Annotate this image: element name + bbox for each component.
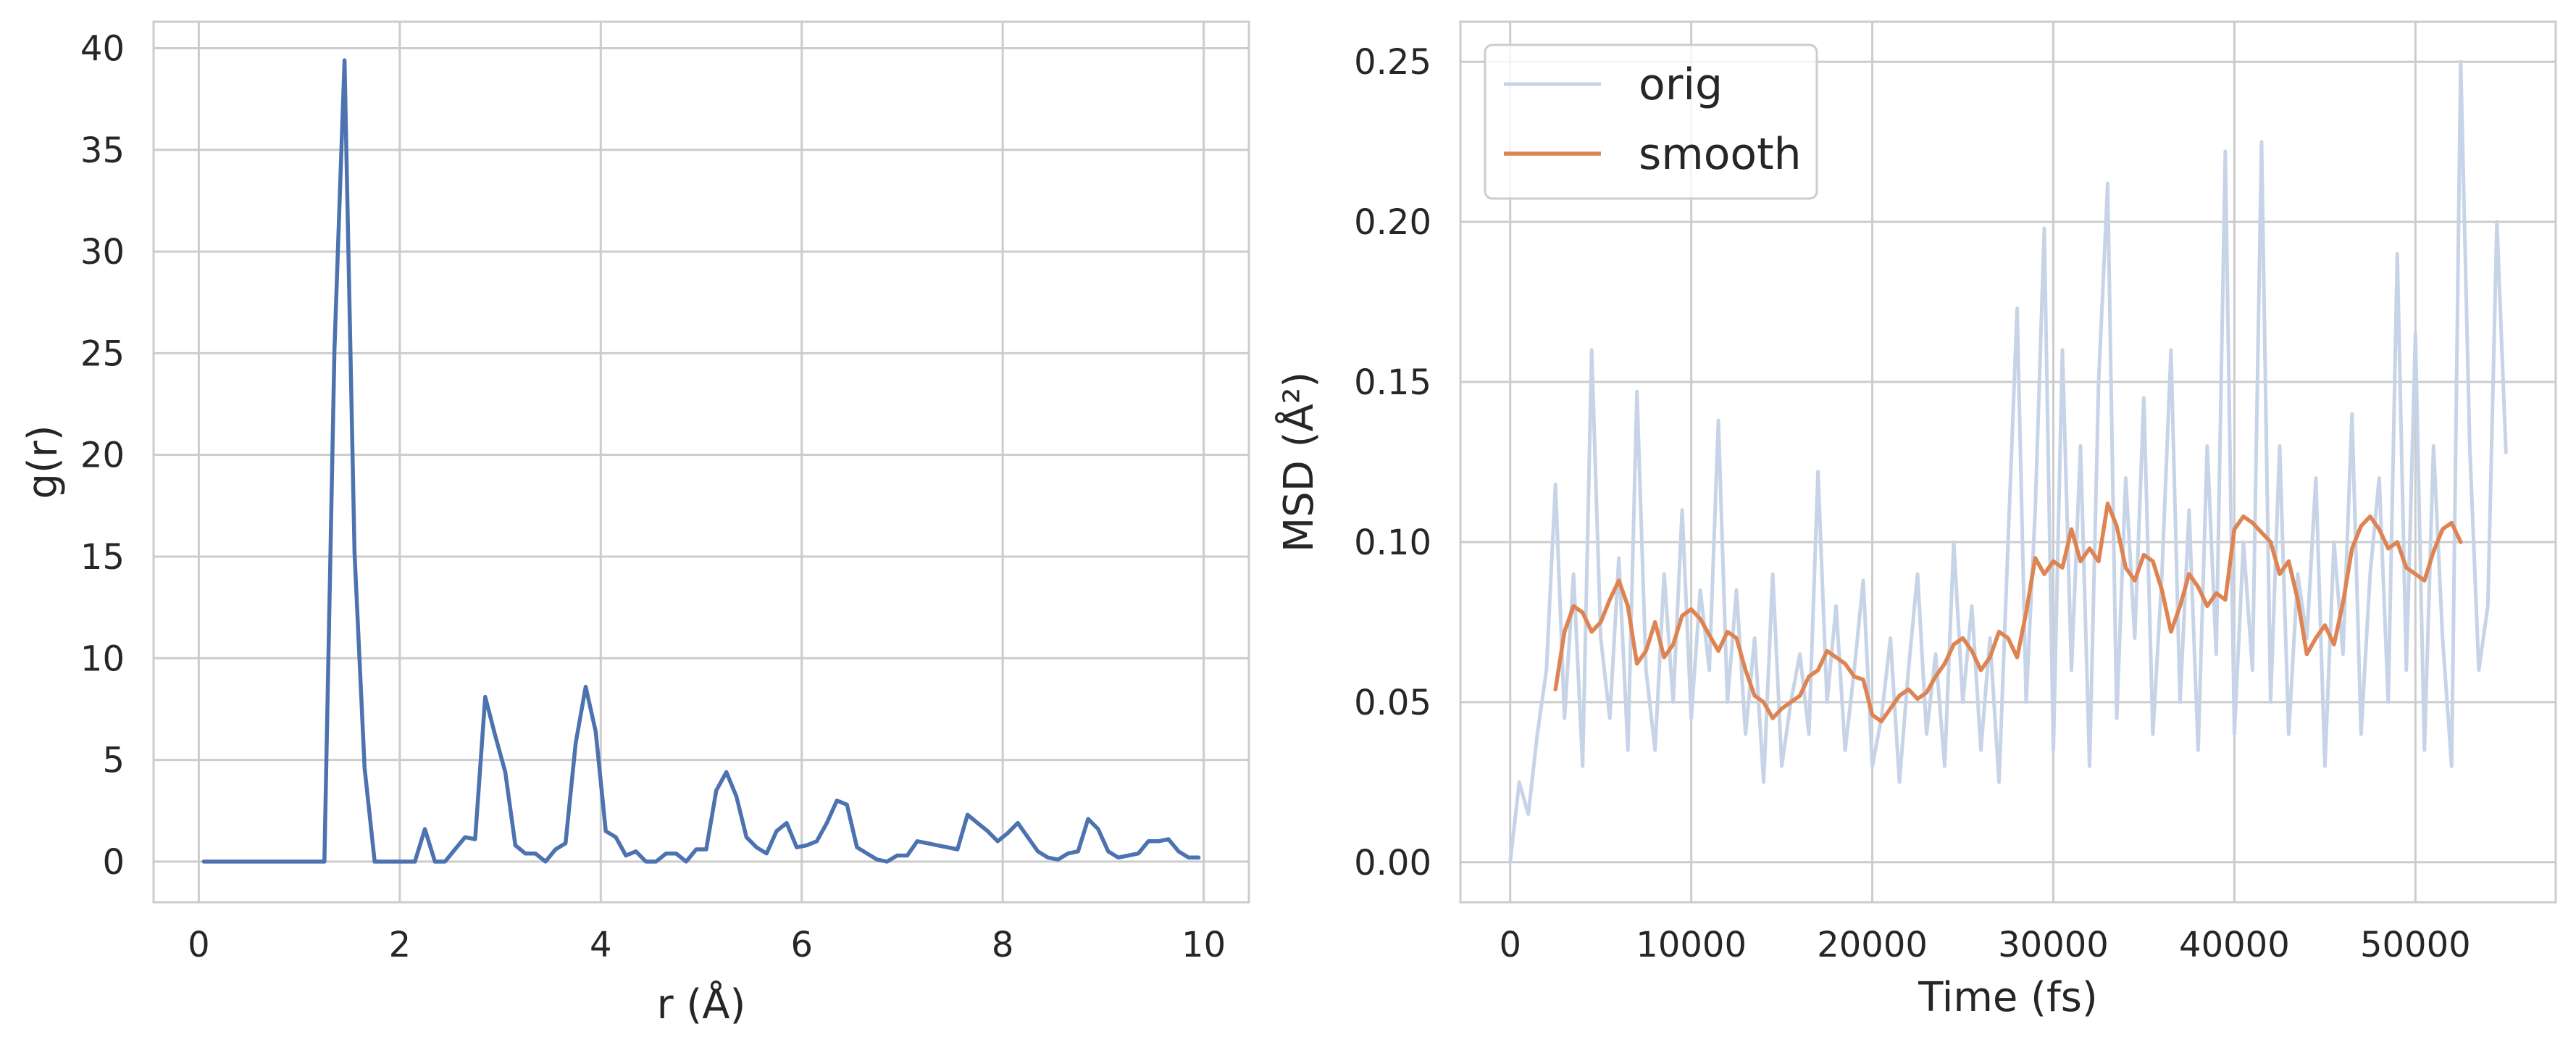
- y-tick-label: 25: [80, 333, 125, 374]
- x-tick-label: 40000: [2179, 925, 2290, 965]
- y-tick-label: 15: [80, 537, 125, 578]
- y-tick-label: 40: [80, 28, 125, 69]
- y-tick-label: 0.10: [1354, 523, 1431, 563]
- x-tick-label: 6: [790, 925, 813, 965]
- y-tick-label: 35: [80, 130, 125, 171]
- msd-panel: 0 10000 20000 30000 40000 50000 0.00 0.05 0.10 0.…: [1275, 20, 2557, 1021]
- x-tick-label: 4: [590, 925, 612, 965]
- x-tick-label: 0: [188, 925, 210, 965]
- y-axis-label: MSD (Å²): [1275, 372, 1323, 552]
- x-tick-label: 0: [1499, 925, 1521, 965]
- x-tick-label: 10: [1182, 925, 1226, 965]
- legend-label-orig: orig: [1639, 59, 1723, 110]
- x-axis-label: r (Å): [657, 981, 746, 1028]
- series-line: [201, 58, 1201, 864]
- y-tick-label: 20: [80, 436, 125, 476]
- x-axis-label: Time (fs): [1918, 974, 2097, 1021]
- x-tick-label: 2: [389, 925, 411, 965]
- x-tick-label: 20000: [1817, 925, 1928, 965]
- x-tick-label: 30000: [1998, 925, 2109, 965]
- y-tick-label: 0.05: [1354, 683, 1431, 723]
- axes-frame: [1459, 20, 2557, 904]
- gr-panel: 0 2 4 6 8 10 0 5 10 15 20 25 30 35 40 r (Å) g(r): [20, 20, 1250, 1028]
- x-tick-label: 10000: [1636, 925, 1747, 965]
- x-tick-label: 8: [992, 925, 1014, 965]
- y-tick-label: 0.25: [1354, 42, 1431, 83]
- y-tick-label: 0: [102, 842, 125, 883]
- y-tick-label: 0.15: [1354, 362, 1431, 403]
- y-axis-label: g(r): [20, 425, 67, 499]
- smooth-series-line: [1553, 501, 2463, 724]
- y-tick-label: 10: [80, 638, 125, 679]
- y-tick-label: 0.20: [1354, 202, 1431, 243]
- y-tick-label: 30: [80, 232, 125, 272]
- y-tick-label: 0.00: [1354, 843, 1431, 883]
- x-tick-label: 50000: [2360, 925, 2471, 965]
- y-tick-label: 5: [102, 741, 125, 781]
- legend-label-smooth: smooth: [1639, 129, 1802, 180]
- axes-frame: [152, 20, 1250, 904]
- legend: orig smooth: [1484, 43, 1818, 200]
